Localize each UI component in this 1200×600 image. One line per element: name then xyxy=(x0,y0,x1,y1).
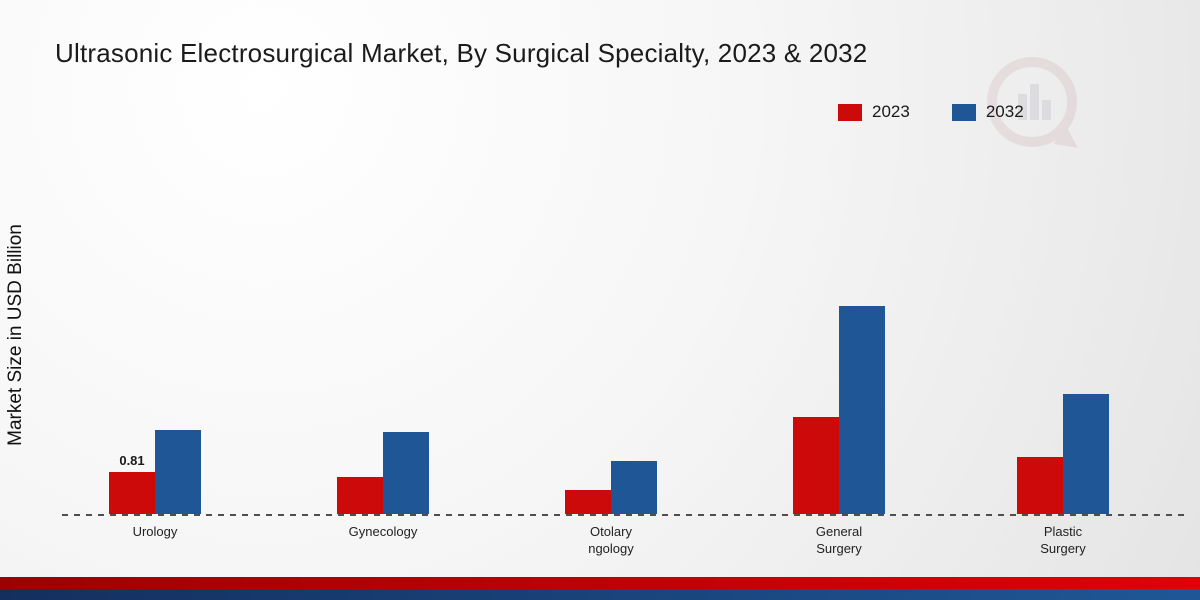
bar-2032-gynecology xyxy=(383,432,429,514)
legend-label-2032: 2032 xyxy=(985,102,1024,121)
bar-2032-otolaryngology xyxy=(611,461,657,514)
category-label-general-surgery: General Surgery xyxy=(815,524,863,556)
legend-swatch-2023 xyxy=(838,103,862,121)
legend-swatch-2032 xyxy=(951,103,976,121)
chart-title: Ultrasonic Electrosurgical Market, By Su… xyxy=(55,38,868,68)
category-label-plastic-surgery: Plastic Surgery xyxy=(1040,524,1086,556)
footer-band-red xyxy=(0,577,1200,589)
y-axis-label: Market Size in USD Billion xyxy=(5,224,26,446)
footer-band-blue xyxy=(0,589,1200,600)
category-label-otolaryngology: Otolary ngology xyxy=(588,524,634,556)
bar-2023-general-surgery xyxy=(793,417,839,514)
bar-2032-general-surgery xyxy=(839,306,885,514)
bar-2023-urology xyxy=(109,472,155,514)
legend-label-2023: 2023 xyxy=(872,102,910,121)
bar-2023-otolaryngology xyxy=(565,490,611,514)
bar-value-label: 0.81 xyxy=(119,453,145,468)
category-label-gynecology: Gynecology xyxy=(348,524,418,539)
x-axis-baseline xyxy=(62,514,1190,516)
legend-item-2023: 2023 xyxy=(838,102,910,122)
bar-2032-urology xyxy=(155,430,201,514)
legend-item-2032: 2032 xyxy=(951,102,1024,122)
category-label-urology: Urology xyxy=(132,524,178,539)
legend: 2023 2032 xyxy=(838,102,1052,122)
bar-2023-plastic-surgery xyxy=(1017,457,1063,514)
bar-2032-plastic-surgery xyxy=(1063,394,1109,514)
bar-2023-gynecology xyxy=(337,477,383,514)
